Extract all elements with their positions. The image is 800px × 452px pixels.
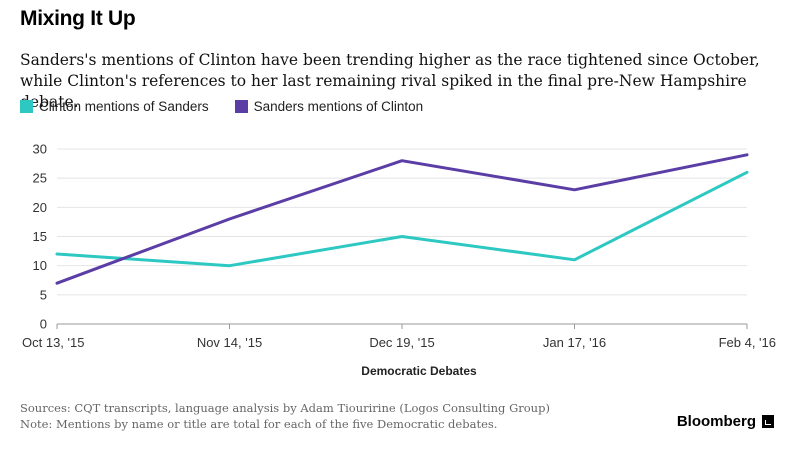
- legend-item-clinton: Clinton mentions of Sanders: [20, 99, 209, 114]
- line-chart: 0 5 10 15 20 25 30 Oct 13, '15 Nov 14, '15 Dec 19…: [22, 142, 776, 379]
- legend-swatch-sanders: [234, 100, 248, 113]
- footnotes: Sources: CQT transcripts, language analy…: [20, 400, 550, 432]
- y-tick-label: 25: [33, 171, 47, 186]
- legend-swatch-clinton: [20, 100, 33, 113]
- y-tick-label: 20: [33, 200, 47, 215]
- source-note: Sources: CQT transcripts, language analy…: [20, 401, 550, 415]
- x-axis-title: Democratic Debates: [361, 364, 477, 378]
- y-tick-label: 5: [40, 287, 47, 302]
- series-line-1: [55, 153, 749, 285]
- y-tick-label: 0: [40, 317, 47, 332]
- x-tick-label: Feb 4, '16: [719, 335, 776, 350]
- chart-icon: [762, 415, 774, 428]
- x-tick-label: Oct 13, '15: [22, 335, 84, 350]
- legend-label-sanders: Sanders mentions of Clinton: [253, 99, 424, 114]
- y-tick-label: 10: [33, 258, 47, 273]
- chart-subtitle: Sanders's mentions of Clinton have been …: [20, 51, 760, 111]
- series-line-0: [55, 170, 749, 268]
- brand-logo: Bloomberg: [677, 413, 774, 430]
- brand-name: Bloomberg: [676, 413, 756, 430]
- legend: Clinton mentions of Sanders Sanders ment…: [20, 99, 449, 114]
- x-tick-label: Jan 17, '16: [543, 335, 606, 350]
- legend-label-clinton: Clinton mentions of Sanders: [39, 99, 209, 114]
- y-tick-label: 15: [33, 229, 47, 244]
- x-tick-label: Nov 14, '15: [197, 335, 262, 350]
- chart-title: Mixing It Up: [20, 7, 136, 30]
- x-tick-label: Dec 19, '15: [369, 335, 434, 350]
- y-tick-label: 30: [33, 142, 47, 157]
- methodology-note: Note: Mentions by name or title are tota…: [20, 417, 498, 431]
- legend-item-sanders: Sanders mentions of Clinton: [234, 99, 424, 114]
